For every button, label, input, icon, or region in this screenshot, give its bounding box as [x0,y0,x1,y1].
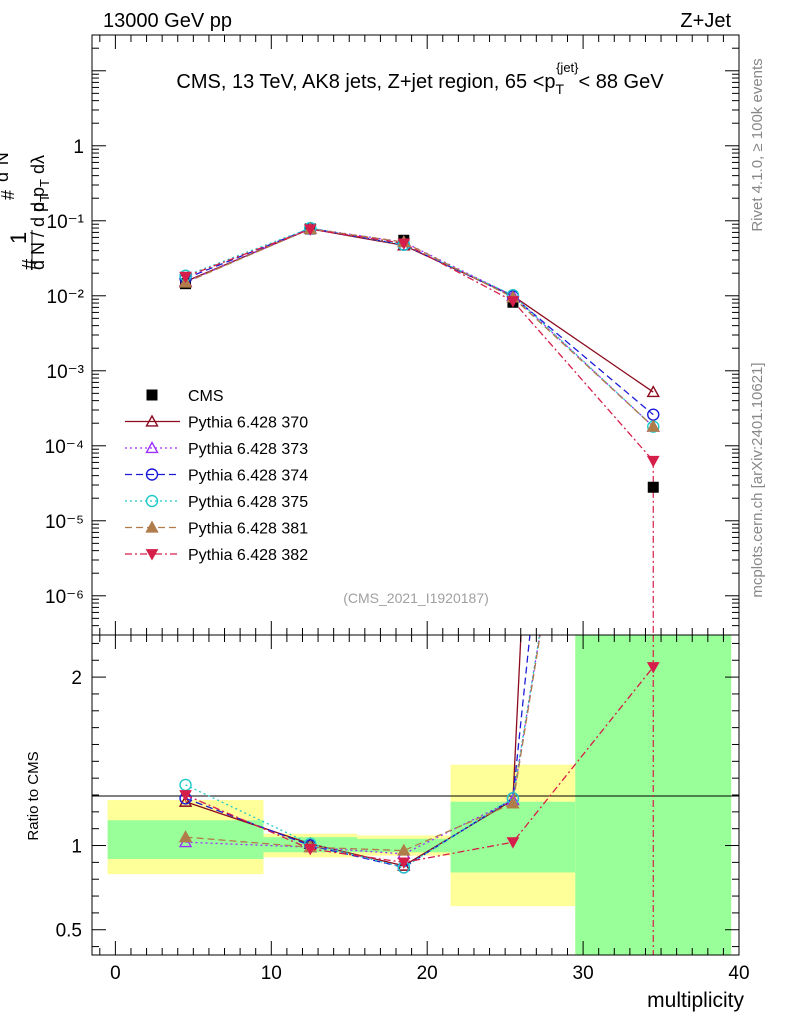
legend-marker [145,549,159,561]
svg-text:d pT dλ: d pT dλ [28,155,52,212]
legend-marker [146,389,158,401]
legend-item-pythia-6-428-375: Pythia 6.428 375 [125,494,308,511]
ratio-point-pythia-6-428-382-1 [303,843,317,856]
ratio-line-pythia-6-428-375 [185,635,541,869]
analysis-label: (CMS_2021_I1920187) [343,590,489,606]
series-line-pythia-6-428-374 [185,227,654,416]
legend-label: CMS [188,388,224,405]
svg-text:#: # [19,258,41,270]
data-point-pythia-6-428-382-4 [646,455,660,468]
x-tick-label: 0 [110,963,121,984]
data-point-pythia-6-428-382-2 [397,238,411,250]
svg-text:#: # [0,190,18,200]
series-line-pythia-6-428-373 [185,227,654,428]
legend-marker [145,468,159,481]
legend-marker [145,414,159,427]
ratio-point-pythia-6-428-381-3 [506,796,520,809]
ratio-point-pythia-6-428-381-2 [397,843,411,856]
legend-label: Pythia 6.428 370 [188,415,308,432]
x-tick-label: 30 [573,963,594,984]
legend-item-pythia-6-428-370: Pythia 6.428 370 [125,415,308,432]
ratio-y-axis-label: Ratio to CMS [25,751,42,840]
legend-label: Pythia 6.428 375 [188,494,308,511]
data-point-pythia-6-428-382-3 [506,296,520,308]
svg-text:1: 1 [6,232,31,244]
data-point-pythia-6-428-382-1 [303,224,317,236]
main-y-tick-label: 10⁻⁶ [45,587,84,608]
x-tick-label: 40 [728,963,749,984]
ratio-line-pythia-6-428-374 [185,635,531,869]
legend-item-pythia-6-428-373: Pythia 6.428 373 [125,441,308,458]
legend-label: Pythia 6.428 374 [188,468,308,485]
data-point-cms-4 [647,481,659,493]
ratio-line-pythia-6-428-381 [185,635,541,852]
main-y-tick-label: 1 [73,137,84,158]
header-left: 13000 GeV pp [103,10,232,32]
x-axis-label: multiplicity [647,989,744,1012]
ratio-y-tick-label: 1 [71,837,82,858]
uncertainty-band-inner-3 [450,801,576,873]
x-tick-label: 20 [417,963,438,984]
ratio-point-pythia-6-428-381-0 [178,830,193,843]
legend-marker [145,520,159,533]
main-y-tick-label: 10⁻² [47,287,85,308]
header-right: Z+Jet [680,10,731,32]
legend-label: Pythia 6.428 381 [188,521,308,538]
main-y-axis-label: # 1 d N / d pT # d2N d pT dλ [0,152,52,270]
data-point-pythia-6-428-370-4 [646,385,660,398]
series-line-pythia-6-428-381 [185,228,654,428]
svg-text:d2N: d2N [0,152,12,182]
x-tick-label: 10 [261,963,282,984]
legend-item-pythia-6-428-382: Pythia 6.428 382 [125,547,308,564]
legend-marker [145,494,159,508]
legend-marker [145,441,159,454]
legend-item-cms: CMS [146,388,224,405]
ratio-point-pythia-6-428-382-2 [397,857,411,869]
ratio-plot-frame [91,634,740,956]
legend: CMS Pythia 6.428 370 Pythia 6.428 373 Pythi… [125,388,308,564]
main-plot-frame [91,34,740,636]
legend-label: Pythia 6.428 373 [188,441,308,458]
data-point-pythia-6-428-382-0 [179,271,192,284]
series-line-pythia-6-428-370 [185,228,654,393]
ratio-y-tick-label: 2 [71,668,82,689]
ratio-point-pythia-6-428-382-0 [179,790,192,802]
ratio-y-tick-label: 0.5 [56,921,82,942]
main-y-tick-label: 10⁻¹ [47,212,85,233]
mcplots-label: mcplots.cern.ch [arXiv:2401.10621] [749,362,766,597]
ratio-point-pythia-6-428-370-0 [178,794,193,807]
legend-item-pythia-6-428-374: Pythia 6.428 374 [125,468,308,485]
rivet-label: Rivet 4.1.0, ≥ 100k events [749,58,766,231]
ratio-point-pythia-6-428-382-3 [506,837,520,849]
data-point-pythia-6-428-381-4 [646,419,660,432]
legend-label: Pythia 6.428 382 [188,547,308,564]
main-y-tick-label: 10⁻³ [47,362,85,383]
legend-item-pythia-6-428-381: Pythia 6.428 381 [125,521,308,538]
main-y-tick-label: 10⁻⁴ [45,437,84,458]
main-y-tick-label: 10⁻⁵ [45,512,84,533]
main-plot-panel: 10⁻⁶ 10⁻⁵ 10⁻⁴ 10⁻³ 10⁻² 10⁻¹ 1 [45,34,740,636]
main-title: CMS, 13 TeV, AK8 jets, Z+jet region, 65 … [176,60,664,97]
series-line-pythia-6-428-375 [185,227,654,428]
